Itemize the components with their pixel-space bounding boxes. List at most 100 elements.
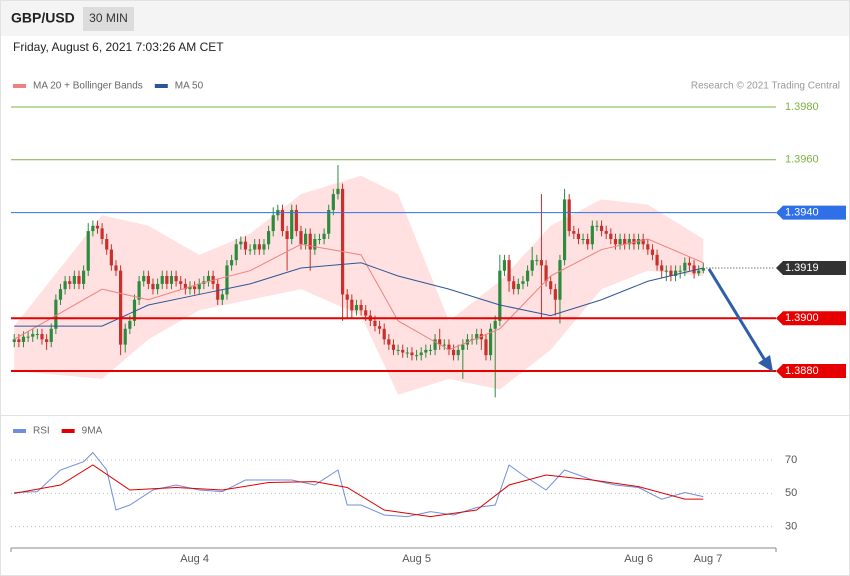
- candle-body: [396, 349, 400, 351]
- candle-body: [442, 344, 446, 346]
- candle-body: [308, 233, 312, 250]
- candle-body: [40, 334, 44, 340]
- candle-body: [229, 260, 234, 266]
- level-tag: [776, 364, 846, 378]
- candle-body: [609, 233, 613, 239]
- candle-body: [234, 244, 238, 261]
- candle-body: [132, 299, 137, 321]
- y-tick-label: 70: [785, 454, 797, 466]
- candle-body: [692, 265, 696, 274]
- candle-body: [655, 254, 659, 266]
- plot-layer: MA 20 + Bollinger Bands MA 50 1.3980 1.3960…: [10, 81, 846, 565]
- candle-body: [539, 260, 544, 266]
- candle-body: [447, 344, 451, 350]
- candle-body: [516, 283, 520, 290]
- level-label: 1.3919: [785, 262, 819, 274]
- candle-body: [183, 283, 187, 290]
- candle-body: [562, 199, 567, 261]
- candle-body: [128, 320, 132, 329]
- candle-body: [137, 281, 141, 300]
- candle-body: [151, 283, 155, 290]
- candle-body: [701, 268, 705, 271]
- candle-body: [12, 339, 16, 342]
- candle-body: [156, 283, 160, 290]
- candle-body: [257, 244, 261, 250]
- candle-body: [63, 281, 67, 290]
- candle-body: [613, 239, 618, 245]
- candle-body: [26, 336, 30, 338]
- candle-body: [193, 286, 197, 290]
- candle-body: [142, 275, 146, 282]
- candle-body: [419, 352, 423, 356]
- candle-body: [641, 239, 645, 245]
- legend-swatch: [154, 84, 168, 88]
- level-tag: [776, 261, 846, 276]
- candle-body: [377, 326, 382, 329]
- candle-body: [382, 328, 386, 340]
- y-tick-label: 50: [785, 487, 797, 499]
- candle-body: [576, 233, 581, 239]
- candle-body: [558, 260, 562, 300]
- candle-body: [35, 334, 39, 336]
- candle-body: [567, 199, 571, 232]
- forecast-arrow-head: [758, 355, 773, 372]
- level-tag: [776, 311, 846, 326]
- candle-body: [405, 352, 409, 354]
- candle-body: [664, 270, 668, 272]
- candle-body: [336, 188, 340, 195]
- candle-body: [627, 239, 631, 245]
- candle-body: [174, 275, 178, 282]
- candle-body: [488, 328, 493, 356]
- level-label: 1.3980: [785, 101, 819, 113]
- candle-body: [248, 249, 252, 251]
- header-bar: [1, 1, 849, 36]
- legend-label: MA 20 + Bollinger Bands: [33, 81, 143, 92]
- date: Friday, August 6, 2021 7:03:26 AM CET: [13, 40, 224, 54]
- candle-body: [95, 225, 100, 229]
- candle-body: [669, 270, 673, 276]
- candle-body: [553, 289, 557, 300]
- candle-body: [697, 270, 701, 274]
- candle-body: [31, 334, 35, 337]
- candle-body: [623, 239, 627, 245]
- candle-body: [410, 352, 414, 356]
- candle-body: [373, 320, 377, 327]
- candle-body: [650, 249, 655, 255]
- moving-average: [14, 262, 704, 327]
- interval-badge[interactable]: [83, 7, 134, 31]
- candle-body: [91, 225, 95, 232]
- candle-body: [549, 281, 553, 290]
- candle-body: [595, 225, 599, 227]
- candle-body: [512, 281, 516, 290]
- candle-body: [456, 349, 460, 356]
- candle-body: [220, 294, 224, 300]
- candle-body: [77, 275, 81, 284]
- candle-body: [21, 336, 26, 342]
- candle-body: [280, 209, 285, 232]
- candle-body: [683, 262, 687, 271]
- candle-body: [262, 244, 266, 250]
- candle-body: [618, 239, 622, 245]
- candle-body: [105, 239, 109, 250]
- moving-average: [13, 238, 704, 351]
- legend-swatch: [61, 429, 75, 433]
- candle-body: [313, 239, 317, 250]
- candle-body: [188, 286, 192, 290]
- candle-body: [530, 260, 534, 271]
- candle-body: [354, 305, 359, 311]
- candle-body: [54, 299, 58, 329]
- candle-body: [160, 275, 164, 284]
- level-label: 1.3960: [785, 154, 819, 166]
- interval: 30 MIN: [89, 11, 128, 25]
- candle-body: [243, 241, 248, 250]
- candle-body: [340, 188, 345, 295]
- candle-body: [299, 231, 303, 245]
- candle-body: [100, 228, 104, 239]
- candle-body: [544, 265, 548, 282]
- x-tick-label: Aug 7: [694, 553, 723, 565]
- level-tag: [776, 205, 846, 220]
- candle-body: [58, 289, 63, 300]
- candle-body: [391, 344, 396, 350]
- candle-body: [109, 249, 113, 266]
- candle-body: [678, 270, 682, 272]
